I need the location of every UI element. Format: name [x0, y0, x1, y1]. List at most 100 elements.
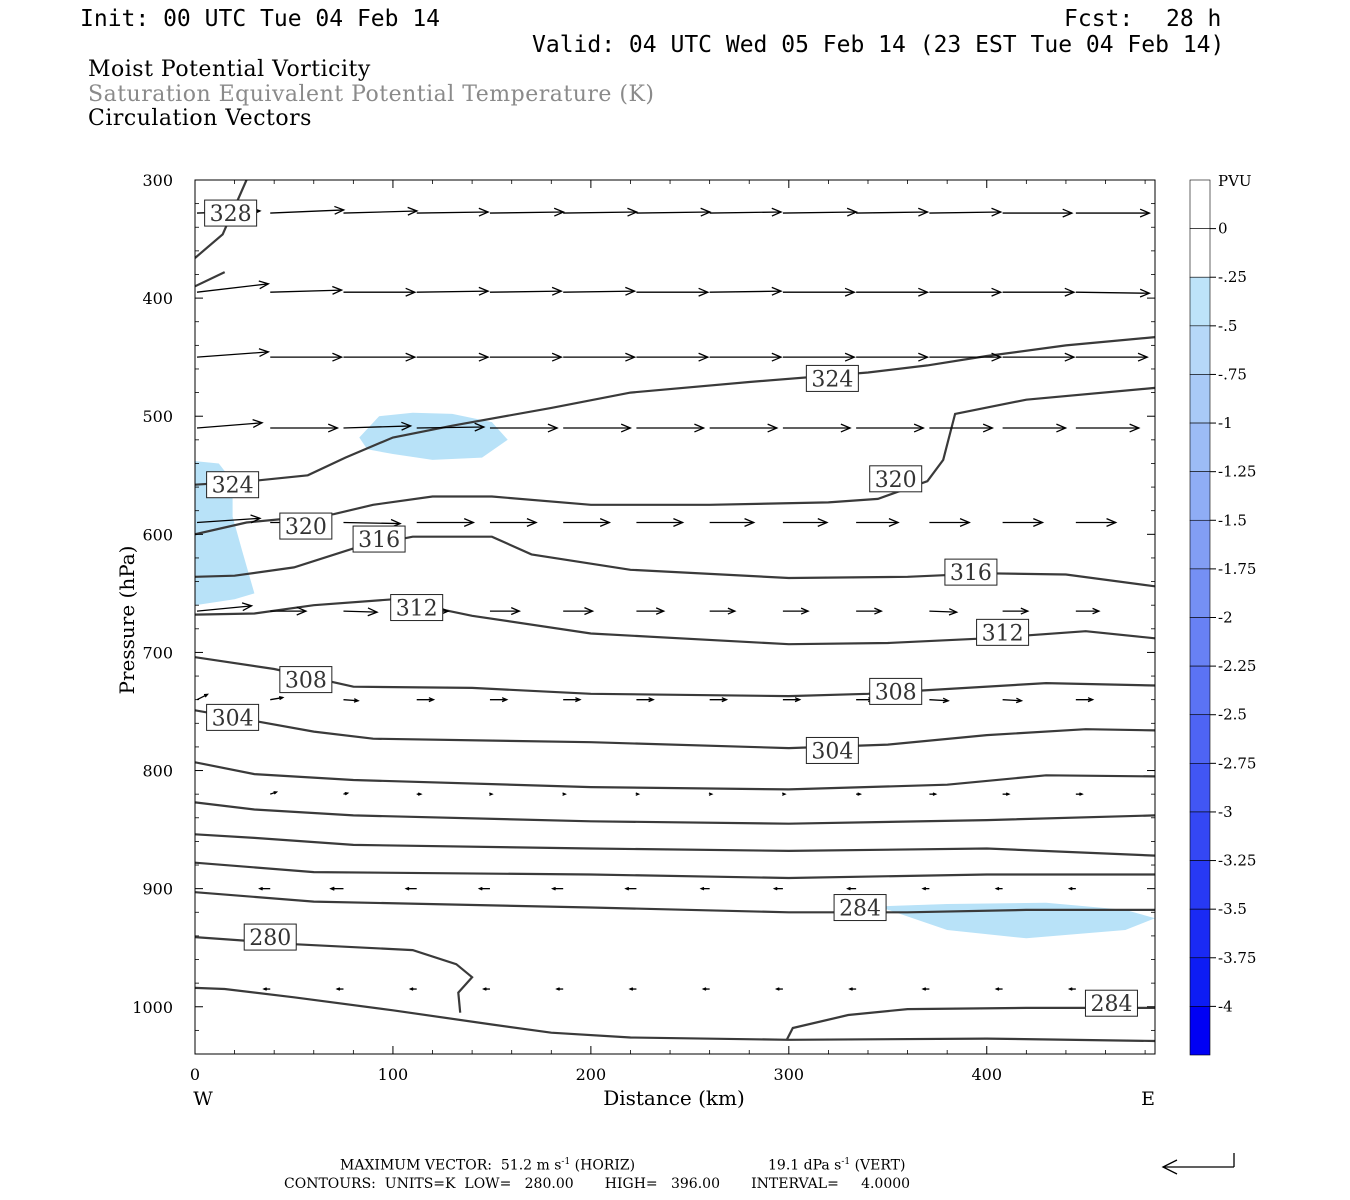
circulation-vector	[343, 206, 419, 216]
contour-line	[195, 936, 474, 1013]
circulation-vector	[270, 423, 340, 433]
colorbar-label: -2.75	[1218, 754, 1256, 772]
circulation-vector	[709, 607, 737, 615]
circulation-vector	[1002, 607, 1030, 615]
circulation-vector	[270, 205, 346, 215]
colorbar-swatch	[1189, 763, 1211, 813]
y-tick-label: 900	[142, 880, 173, 899]
circulation-vector	[929, 697, 950, 704]
circulation-vector	[196, 419, 264, 429]
contour-label-text: 284	[839, 897, 881, 922]
vert-vector-tail: (VERT)	[850, 1157, 906, 1174]
circulation-vector	[1002, 352, 1076, 362]
circulation-vector	[708, 792, 714, 796]
colorbar-label: -3	[1218, 803, 1233, 821]
circulation-vector	[489, 286, 564, 296]
contour-line	[195, 986, 1155, 1043]
circulation-vector	[563, 286, 637, 296]
circulation-vector	[856, 287, 930, 297]
circulation-vector	[921, 987, 930, 991]
circulation-vector	[343, 792, 350, 796]
contour-line	[195, 801, 1155, 825]
circulation-vector	[636, 423, 706, 433]
init-time: Init: 00 UTC Tue 04 Feb 14	[80, 6, 441, 32]
circulation-vector	[929, 352, 1003, 362]
circulation-vector	[489, 423, 559, 433]
circulation-vector	[929, 207, 1003, 217]
colorbar-swatch	[1189, 471, 1211, 521]
contour-label-text: 312	[982, 621, 1024, 646]
colorbar-title: PVU	[1218, 172, 1252, 190]
forecast-hour: 28 h	[1166, 6, 1222, 32]
valid-time: Valid: 04 UTC Wed 05 Feb 14 (23 EST Tue …	[532, 32, 1225, 58]
circulation-vector	[416, 697, 436, 703]
circulation-vector	[270, 606, 308, 616]
colorbar-label: -1.75	[1218, 560, 1256, 578]
circulation-vector	[782, 518, 829, 528]
contour-label-text: 284	[1090, 992, 1132, 1017]
circulation-vector	[329, 886, 344, 891]
circulation-vector	[929, 792, 938, 796]
x-tick-label: 300	[774, 1065, 805, 1084]
circulation-vector	[929, 287, 1003, 297]
circulation-vector	[343, 698, 360, 703]
circulation-vector	[489, 792, 494, 796]
colorbar-swatch	[1189, 374, 1211, 424]
colorbar-swatch	[1189, 325, 1211, 375]
max-vector-horiz: (HORIZ)	[570, 1157, 636, 1174]
contour-line	[195, 861, 1155, 880]
contour-label: 324	[206, 471, 260, 499]
circulation-vector	[782, 423, 852, 433]
contour-label-text: 304	[811, 739, 853, 764]
contour-label-layer: 328 324 324 320 320 316 316 312 312 308 308 304 304 2…	[204, 199, 1138, 1017]
circulation-vector	[782, 207, 859, 217]
colorbar-label: -3.25	[1218, 852, 1256, 870]
circulation-vector	[782, 697, 802, 703]
circulation-vector	[635, 792, 641, 796]
contour-line	[785, 1006, 1155, 1041]
max-vector-text: MAXIMUM VECTOR: 51.2 m s	[340, 1157, 562, 1174]
colorbar-swatch	[1189, 714, 1211, 764]
y-tick-label: 700	[142, 643, 173, 662]
circulation-vector	[416, 518, 476, 528]
contour-label: 328	[204, 199, 258, 227]
circulation-vector	[636, 697, 655, 703]
circulation-vector	[563, 352, 637, 362]
circulation-vector	[343, 352, 417, 362]
colorbar-label: -4	[1218, 997, 1233, 1015]
circulation-vector	[196, 280, 271, 293]
x-axis-east-label: E	[1141, 1088, 1155, 1110]
circulation-vector	[1002, 792, 1011, 796]
circulation-vector	[709, 286, 783, 296]
circulation-vector	[856, 423, 926, 433]
x-axis-west-label: W	[193, 1088, 213, 1110]
circulation-vector	[1002, 697, 1024, 704]
y-tick-label: 1000	[132, 998, 173, 1017]
colorbar-swatch	[1189, 519, 1211, 570]
circulation-vector	[343, 421, 413, 431]
circulation-vector	[343, 607, 379, 617]
colorbar-label: -2.5	[1218, 706, 1247, 724]
circulation-vector	[636, 518, 685, 528]
y-tick-label: 400	[142, 289, 173, 308]
colorbar-label: -1.5	[1218, 511, 1247, 529]
circulation-vector	[489, 607, 522, 616]
circulation-vector	[489, 352, 564, 362]
max-vector-info: MAXIMUM VECTOR: 51.2 m s-1 (HORIZ)	[340, 1157, 635, 1174]
contour-label: 304	[805, 736, 859, 764]
circulation-vector	[563, 518, 612, 528]
circulation-vector	[489, 518, 538, 528]
circulation-vector	[701, 987, 710, 991]
y-tick-label: 600	[142, 525, 173, 544]
contour-label: 284	[833, 894, 887, 922]
circulation-vector	[563, 607, 595, 616]
colorbar-swatch	[1189, 276, 1211, 327]
colorbar-label: -1	[1218, 414, 1233, 432]
circulation-vector	[1002, 287, 1076, 297]
colorbar-label: -.5	[1218, 317, 1237, 335]
pv-region	[359, 412, 508, 460]
colorbar-label: -3.5	[1218, 900, 1247, 918]
circulation-vector	[551, 886, 564, 891]
circulation-vector	[1075, 352, 1149, 362]
